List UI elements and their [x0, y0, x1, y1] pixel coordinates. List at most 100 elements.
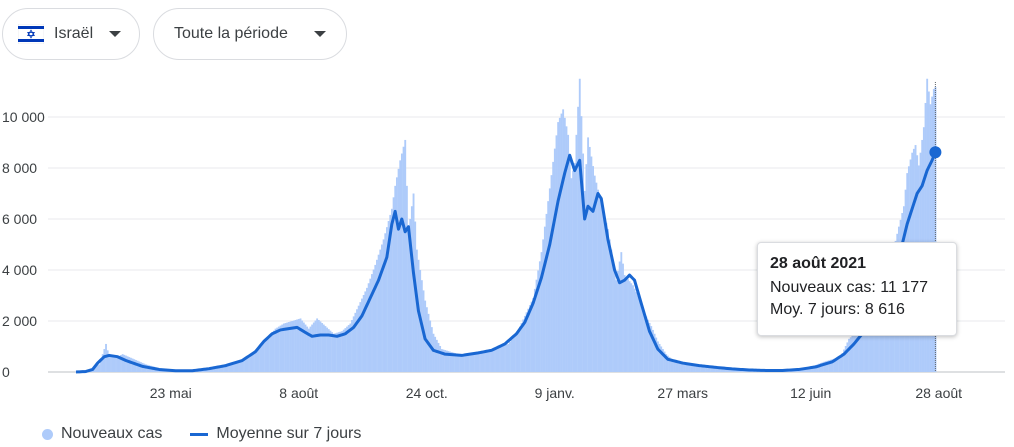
bar [859, 328, 862, 372]
bar [294, 319, 297, 372]
y-tick-label: 0 [2, 364, 10, 380]
bar [700, 367, 703, 372]
bar [715, 368, 718, 372]
country-label: Israël [54, 25, 94, 42]
bar [357, 305, 360, 372]
bar [522, 319, 525, 372]
bar [816, 364, 819, 372]
bar [716, 368, 719, 372]
period-dropdown[interactable]: Toute la période [153, 8, 347, 60]
bar [336, 332, 339, 372]
bar [465, 354, 468, 372]
bar [552, 161, 555, 372]
bar [593, 175, 596, 372]
bar [118, 355, 121, 372]
bar [346, 326, 348, 372]
bar [101, 354, 104, 372]
bar [670, 358, 673, 372]
bar [517, 330, 520, 372]
bar [562, 109, 565, 372]
bar [244, 359, 247, 372]
bar [839, 356, 842, 372]
bar [688, 365, 691, 372]
tooltip-new-cases-label: Nouveaux cas: [770, 279, 876, 296]
tooltip-avg: Moy. 7 jours: 8 616 [770, 301, 956, 319]
bar [121, 354, 124, 372]
bar-series [75, 78, 937, 373]
cases-chart[interactable]: 0 2 000 4 000 6 000 8 000 10 000 23 mai 8 août… [0, 0, 1014, 420]
bar [475, 353, 478, 372]
bar [680, 363, 683, 372]
bar [359, 302, 362, 372]
bar [587, 137, 590, 372]
bar [397, 168, 400, 372]
tooltip-avg-value: 8 616 [864, 301, 905, 318]
bar [846, 342, 849, 372]
bar [533, 288, 536, 372]
bar [646, 319, 649, 372]
bar [218, 366, 220, 372]
y-tick-label: 8 000 [2, 160, 37, 176]
bar [600, 203, 603, 372]
legend-label-new-cases: Nouveaux cas [61, 425, 163, 442]
bar [479, 352, 481, 372]
bar [693, 366, 696, 372]
x-tick-label: 23 mai [150, 385, 192, 401]
bar [849, 337, 852, 372]
bar [565, 126, 568, 372]
bar [583, 190, 586, 372]
bar [116, 356, 119, 372]
bar [568, 156, 571, 372]
country-dropdown[interactable]: Israël [2, 8, 140, 60]
bar [666, 355, 669, 372]
bar [570, 178, 573, 372]
bar [828, 360, 831, 372]
bar [545, 213, 548, 372]
bar [410, 206, 413, 372]
bar [223, 365, 225, 372]
bar [487, 350, 490, 372]
bar [236, 362, 239, 372]
bar [628, 281, 631, 372]
bar [730, 369, 732, 372]
bar [437, 342, 440, 372]
bar [853, 334, 855, 372]
bar [595, 182, 598, 372]
bar [523, 315, 526, 372]
bar [477, 353, 480, 372]
bar [238, 362, 240, 372]
chart-tooltip: 28 août 2021 Nouveaux cas: 11 177 Moy. 7… [757, 242, 957, 336]
bar [547, 201, 550, 372]
bar [740, 369, 742, 372]
bar [115, 356, 117, 372]
bar [407, 231, 410, 372]
bar [592, 166, 594, 372]
bar [271, 332, 274, 372]
bar [136, 360, 139, 372]
bar [123, 354, 126, 372]
bar [630, 283, 633, 372]
bar [673, 361, 676, 372]
bar [221, 366, 224, 372]
bar [553, 148, 556, 372]
bar [823, 361, 826, 372]
bar [510, 339, 513, 372]
bar [449, 351, 452, 372]
bar [690, 365, 693, 372]
bar [505, 344, 508, 372]
bar [861, 326, 864, 372]
bar [632, 285, 634, 372]
bar [617, 270, 619, 372]
bar [660, 346, 663, 372]
bar [256, 350, 259, 372]
bar [459, 354, 462, 372]
bar [873, 303, 875, 372]
bar [725, 369, 727, 372]
bar [287, 322, 290, 372]
bar [495, 347, 498, 372]
legend-item-average[interactable]: Moyenne sur 7 jours [190, 425, 361, 443]
bar [633, 288, 636, 372]
legend-item-new-cases[interactable]: Nouveaux cas [42, 425, 162, 443]
x-axis-labels: 23 mai 8 août 24 oct. 9 janv. 27 mars 12 juin… [150, 385, 962, 401]
bar [563, 117, 566, 372]
